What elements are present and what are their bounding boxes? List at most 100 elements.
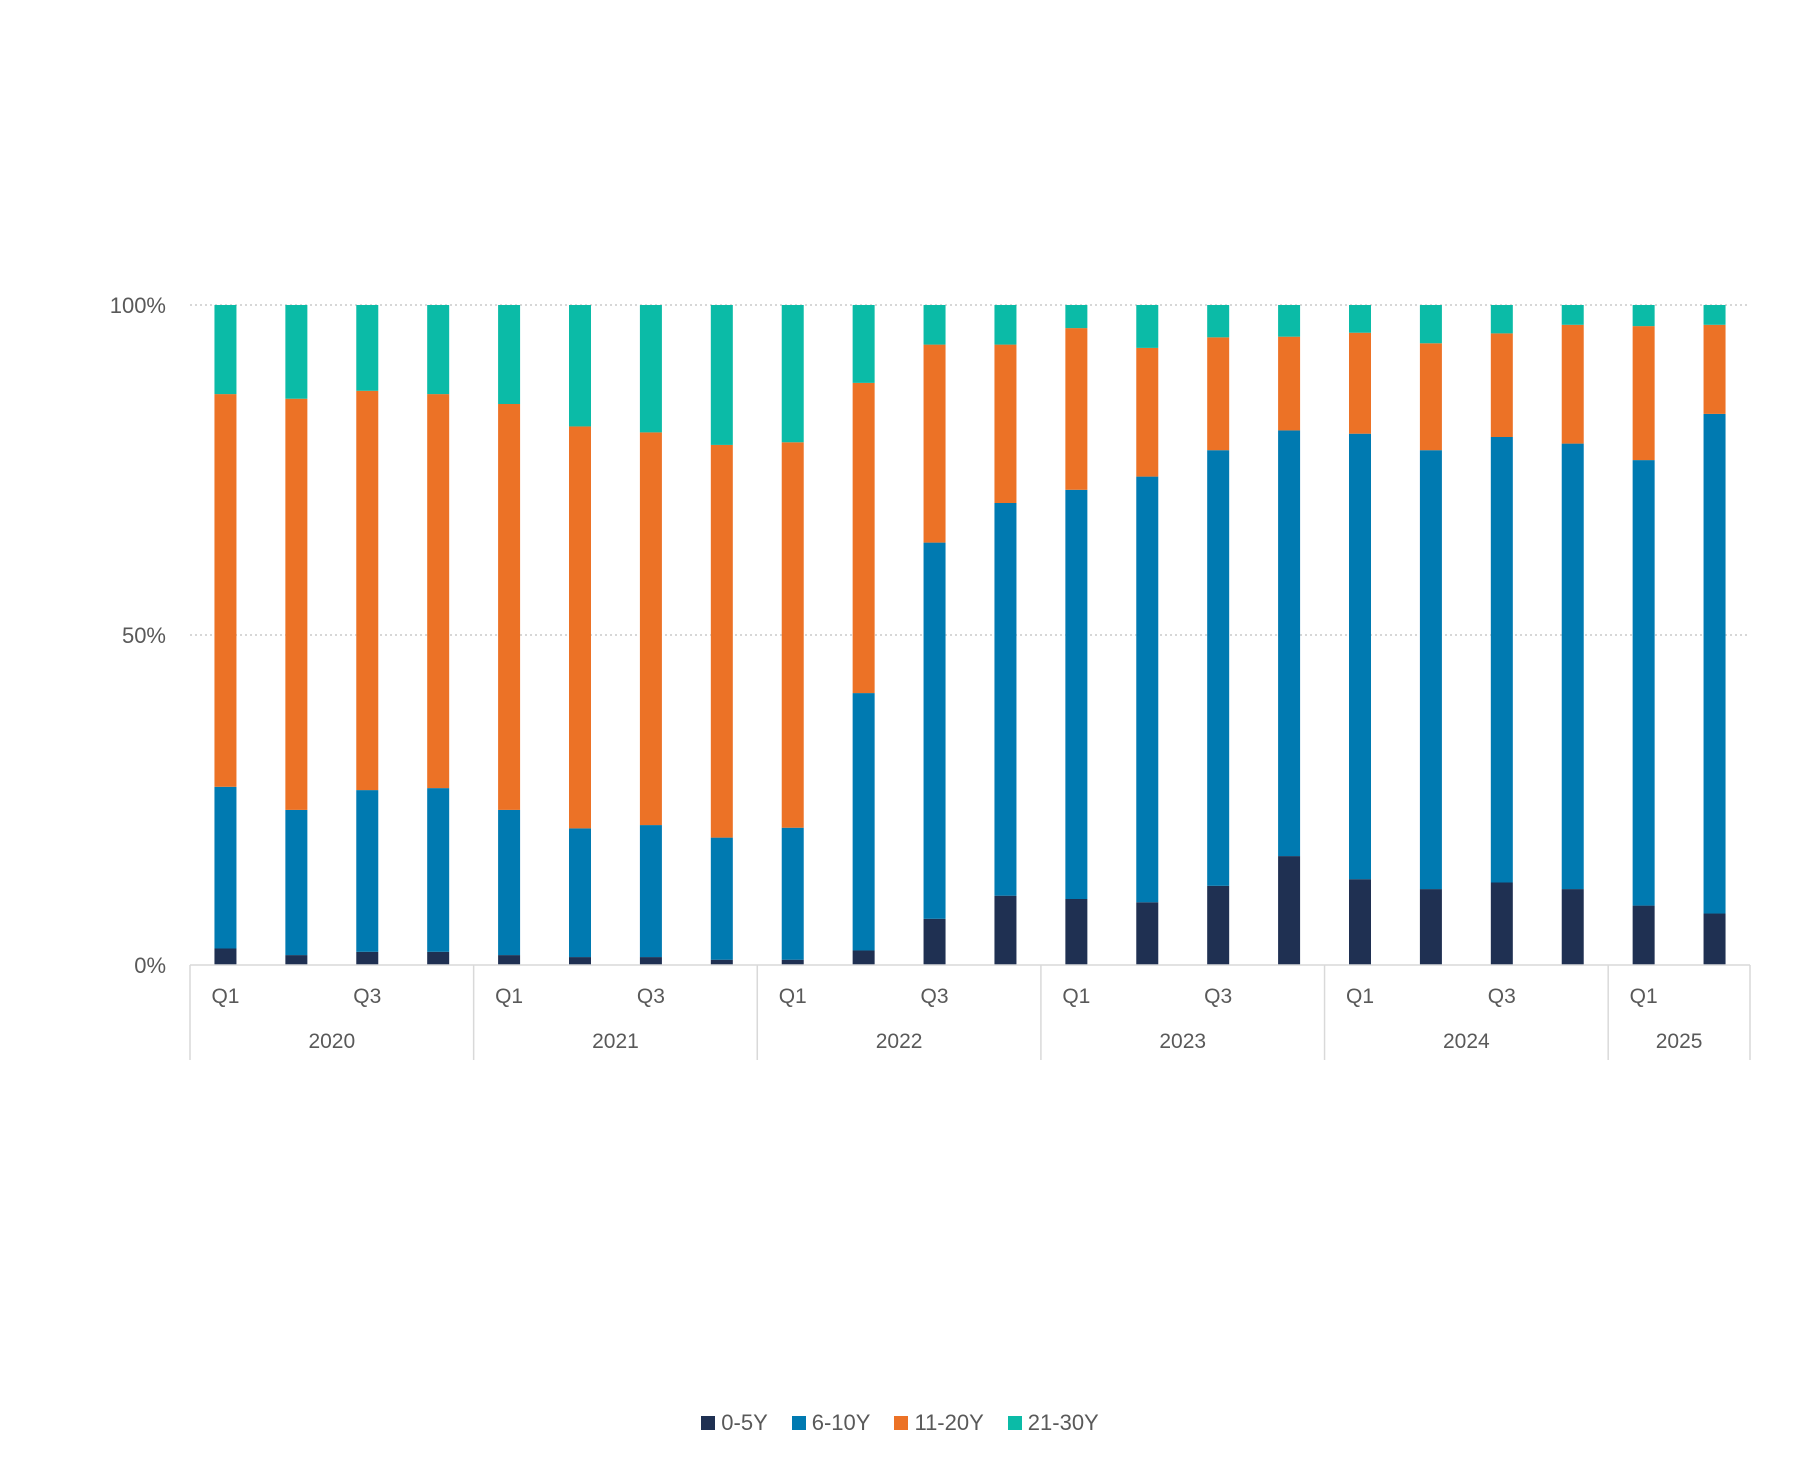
y-tick-label: 100%	[110, 293, 166, 318]
bar-segment-6-10y	[285, 809, 308, 956]
bar-segment-11-20y	[1419, 343, 1442, 451]
legend-swatch	[1007, 1416, 1022, 1430]
bar-segment-11-20y	[1136, 347, 1159, 477]
year-group-label: 2021	[592, 1030, 639, 1053]
bar-segment-6-10y	[427, 788, 450, 952]
bar-segment-11-20y	[639, 432, 662, 826]
x-tick-label: Q3	[353, 985, 381, 1008]
bar-segment-21-30y	[781, 305, 804, 443]
bar-segment-0-5y	[356, 951, 379, 965]
bar-segment-6-10y	[1065, 489, 1088, 899]
bar-segment-0-5y	[923, 918, 946, 965]
bar-segment-6-10y	[1703, 413, 1726, 914]
x-tick-label: Q1	[1062, 985, 1090, 1008]
legend-item: 0-5Y	[701, 1410, 768, 1436]
bar-segment-11-20y	[1065, 328, 1088, 490]
legend-swatch	[894, 1416, 909, 1430]
bar-segment-6-10y	[1632, 460, 1655, 906]
bar-segment-21-30y	[214, 305, 237, 395]
bar-segment-0-5y	[1278, 856, 1301, 965]
bar-segment-11-20y	[214, 394, 237, 787]
legend-label: 6-10Y	[811, 1410, 871, 1435]
bar-segment-6-10y	[356, 790, 379, 952]
bar-segment-21-30y	[710, 305, 733, 445]
bar-segment-21-30y	[1065, 305, 1088, 329]
gridlines	[190, 304, 1750, 636]
bar-segment-6-10y	[923, 542, 946, 919]
bar-segment-6-10y	[1490, 437, 1513, 883]
legend-label: 11-20Y	[914, 1410, 984, 1435]
bar-segment-0-5y	[1419, 889, 1442, 965]
bar-segment-11-20y	[498, 404, 521, 810]
bar-segment-11-20y	[1349, 332, 1371, 434]
bar-segment-0-5y	[214, 948, 237, 965]
bar-segment-6-10y	[214, 786, 237, 949]
bar-segment-21-30y	[1632, 305, 1655, 327]
bar-segment-11-20y	[852, 382, 875, 694]
year-group-label: 2024	[1443, 1030, 1490, 1053]
bar-segment-6-10y	[994, 503, 1017, 896]
bar-segment-6-10y	[852, 693, 875, 951]
bars	[214, 305, 1726, 965]
bar-segment-0-5y	[781, 959, 804, 965]
bar-segment-0-5y	[710, 959, 733, 965]
bar-segment-21-30y	[923, 305, 946, 345]
x-tick-label: Q1	[495, 985, 523, 1008]
bar-segment-11-20y	[569, 426, 591, 829]
x-tick-label: Q1	[1630, 985, 1658, 1008]
bar-segment-21-30y	[498, 305, 521, 404]
bar-segment-6-10y	[498, 809, 521, 956]
bar-segment-0-5y	[1703, 913, 1726, 965]
bar-segment-6-10y	[1349, 433, 1371, 880]
year-group-label: 2023	[1159, 1030, 1206, 1053]
bar-segment-21-30y	[1561, 305, 1584, 325]
bar-segment-21-30y	[1278, 305, 1301, 337]
bar-segment-21-30y	[569, 305, 591, 427]
bar-segment-21-30y	[1490, 305, 1513, 334]
x-tick-label: Q1	[211, 985, 239, 1008]
legend-item: 21-30Y	[1007, 1410, 1099, 1436]
bar-segment-21-30y	[1419, 305, 1442, 344]
bar-segment-0-5y	[498, 955, 521, 965]
legend-item: 11-20Y	[894, 1410, 984, 1436]
year-group-label: 2022	[876, 1030, 923, 1053]
year-group-label: 2020	[308, 1030, 355, 1053]
legend-label: 0-5Y	[721, 1410, 768, 1435]
bar-segment-11-20y	[710, 444, 733, 838]
bar-segment-21-30y	[1349, 305, 1371, 333]
y-tick-label: 0%	[134, 953, 166, 978]
legend-item: 6-10Y	[791, 1410, 871, 1436]
x-tick-label: Q3	[921, 985, 949, 1008]
bar-segment-11-20y	[285, 398, 308, 810]
bar-segment-11-20y	[1490, 333, 1513, 437]
bar-segment-6-10y	[639, 825, 662, 958]
bar-segment-11-20y	[781, 442, 804, 828]
bar-segment-11-20y	[1561, 324, 1584, 444]
bar-segment-11-20y	[427, 394, 450, 789]
bar-segment-0-5y	[427, 951, 450, 965]
x-tick-label: Q1	[1346, 985, 1374, 1008]
bar-segment-0-5y	[639, 957, 662, 965]
bar-segment-0-5y	[1136, 902, 1159, 965]
bar-segment-11-20y	[1278, 336, 1301, 431]
bar-segment-0-5y	[1490, 882, 1513, 965]
bar-segment-6-10y	[1278, 430, 1301, 857]
bar-segment-0-5y	[1349, 879, 1371, 965]
legend-swatch	[701, 1416, 716, 1430]
bar-segment-21-30y	[427, 305, 450, 395]
bar-segment-0-5y	[994, 895, 1017, 965]
bar-segment-11-20y	[923, 344, 946, 543]
x-axis: Q1 Q3 Q1 Q3 Q1 Q3 Q1 Q3 Q1 Q3 Q1 2020 2021 2022 2023 20…	[189, 964, 1751, 1060]
x-tick-label: Q3	[637, 985, 665, 1008]
bar-segment-0-5y	[285, 955, 308, 965]
bar-segment-0-5y	[1065, 899, 1088, 965]
legend: 0-5Y 6-10Y 11-20Y 21-30Y	[0, 1410, 1800, 1436]
bar-segment-11-20y	[994, 344, 1017, 503]
bar-segment-11-20y	[356, 390, 379, 791]
bar-segment-21-30y	[852, 305, 875, 383]
bar-segment-0-5y	[1561, 889, 1584, 965]
bar-segment-11-20y	[1703, 324, 1726, 414]
bar-segment-11-20y	[1632, 326, 1655, 461]
bar-segment-6-10y	[1561, 443, 1584, 890]
